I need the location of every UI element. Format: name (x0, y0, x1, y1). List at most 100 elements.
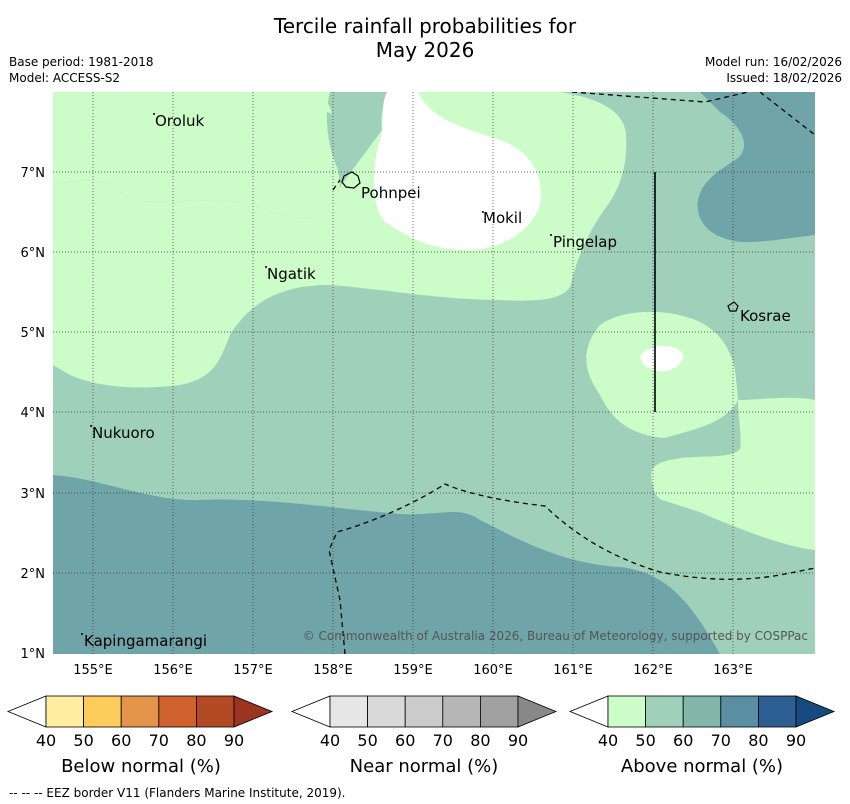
colorbar-tick-label: 40 (598, 731, 618, 750)
place-mokil: Mokil (483, 209, 522, 227)
probability-field (53, 92, 815, 654)
colorbar-tick-label: 50 (73, 731, 93, 750)
colorbar-tick-label: 80 (748, 731, 768, 750)
colorbar-segment (404, 695, 444, 728)
colorbar-tick-label: 70 (433, 731, 453, 750)
colorbar-extend-low (290, 695, 331, 728)
colorbar-tick-label: 80 (470, 731, 490, 750)
colorbar-extend-low (568, 695, 609, 728)
field-40-50-northwest (53, 92, 340, 219)
meta-right: Model run: 16/02/2026 Issued: 18/02/2026 (705, 54, 842, 86)
oroluk-dot (153, 113, 155, 115)
colorbar-segment (83, 695, 122, 728)
colorbar-tick-label: 90 (224, 731, 244, 750)
colorbar-near-label: Near normal (%) (350, 756, 499, 777)
lon-label: 155°E (73, 663, 113, 678)
colorbar-tick-label: 70 (711, 731, 731, 750)
copyright-notice: © Commonwealth of Australia 2026, Bureau… (303, 629, 808, 643)
colorbar-tick-label: 70 (149, 731, 169, 750)
kosrae-island-icon (727, 301, 739, 312)
colorbar-segment (645, 695, 684, 728)
model-run: Model run: 16/02/2026 (704, 55, 842, 69)
colorbar-tick-label: 40 (36, 731, 56, 750)
colorbar-below-normal: 40 50 60 70 80 90 (6, 695, 274, 750)
lon-label: 159°E (393, 663, 433, 678)
colorbar-segment (329, 695, 368, 728)
colorbar-segment (479, 695, 519, 728)
mokil-dot (482, 211, 484, 213)
colorbar-tick-label: 40 (320, 731, 340, 750)
place-nukuoro: Nukuoro (92, 424, 155, 442)
lat-label: 3°N (21, 487, 46, 502)
lat-label: 4°N (21, 406, 46, 421)
lon-label: 160°E (473, 663, 513, 678)
colorbar-extend-high (233, 695, 274, 728)
place-pingelap: Pingelap (553, 233, 617, 251)
colorbar-segment (367, 695, 406, 728)
colorbar-above-label: Above normal (%) (621, 756, 783, 777)
colorbar-tick-label: 80 (186, 731, 206, 750)
field-60-70-northeast (697, 92, 815, 243)
lon-label: 156°E (153, 663, 193, 678)
lon-label: 161°E (553, 663, 593, 678)
eez-border-north (571, 92, 749, 103)
lat-label: 6°N (21, 246, 46, 261)
colorbar-tick-label: 90 (508, 731, 528, 750)
place-pohnpei: Pohnpei (361, 184, 421, 202)
lon-label: 157°E (233, 663, 273, 678)
lat-label: 2°N (21, 567, 46, 582)
ngatik-dot (265, 266, 267, 268)
colorbar-near-normal: 40 50 60 70 80 90 (290, 695, 558, 750)
pingelap-dot (550, 234, 552, 236)
colorbar-tick-label: 90 (786, 731, 806, 750)
lon-label: 158°E (313, 663, 353, 678)
eez-border-pohnpei (332, 179, 341, 191)
lat-label: 5°N (21, 326, 46, 341)
colorbar-extend-high (795, 695, 836, 728)
colorbar-extend-high (517, 695, 558, 728)
map-title: Tercile rainfall probabilities for May 2… (0, 14, 850, 62)
field-below-40-east (640, 345, 684, 372)
place-oroluk: Oroluk (155, 112, 204, 130)
colorbar-segment (158, 695, 197, 728)
colorbar-tick-label: 50 (635, 731, 655, 750)
colorbar-segment (682, 695, 722, 728)
latitude-labels: 7°N 6°N 5°N 4°N 3°N 2°N 1°N (21, 166, 46, 662)
field-40-50-top (103, 92, 332, 115)
eez-border-northeast (759, 92, 815, 136)
kapingamarangi-dot (81, 633, 83, 635)
colorbar-tick-label: 50 (357, 731, 377, 750)
longitude-labels: 155°E 156°E 157°E 158°E 159°E 160°E 161°… (73, 663, 753, 678)
field-60-70-south (53, 475, 720, 654)
atoll-dots (81, 113, 552, 635)
gridlines (53, 92, 815, 654)
colorbar-tick-label: 60 (673, 731, 693, 750)
colorbar-below-label: Below normal (%) (61, 756, 221, 777)
map-title-line1: Tercile rainfall probabilities for (273, 14, 577, 38)
field-40-50-east-lower (651, 400, 815, 550)
colorbar-segment (195, 695, 235, 728)
colorbar-segment (442, 695, 481, 728)
lon-label: 163°E (713, 663, 753, 678)
colorbar-segment (120, 695, 160, 728)
lon-label: 162°E (633, 663, 673, 678)
place-ngatik: Ngatik (267, 265, 316, 283)
eez-border-south (328, 483, 815, 654)
field-below-40-north (373, 92, 541, 251)
eez-borders (328, 92, 815, 654)
colorbar-segment (758, 695, 797, 728)
eez-footnote: -- -- -- EEZ border V11 (Flanders Marine… (9, 786, 346, 800)
issued-date: Issued: 18/02/2026 (726, 71, 842, 85)
lat-label: 1°N (21, 647, 46, 662)
colorbar-extend-low (6, 695, 47, 728)
model-name: Model: ACCESS-S2 (9, 71, 121, 85)
lat-label: 7°N (21, 166, 46, 181)
colorbar-segment (45, 695, 84, 728)
nukuoro-dot (90, 425, 92, 427)
map-title-line2: May 2026 (375, 38, 475, 62)
place-kosrae: Kosrae (740, 307, 791, 325)
meta-left: Base period: 1981-2018 Model: ACCESS-S2 (9, 54, 154, 86)
colorbar-tick-label: 60 (395, 731, 415, 750)
colorbar-segment (607, 695, 646, 728)
